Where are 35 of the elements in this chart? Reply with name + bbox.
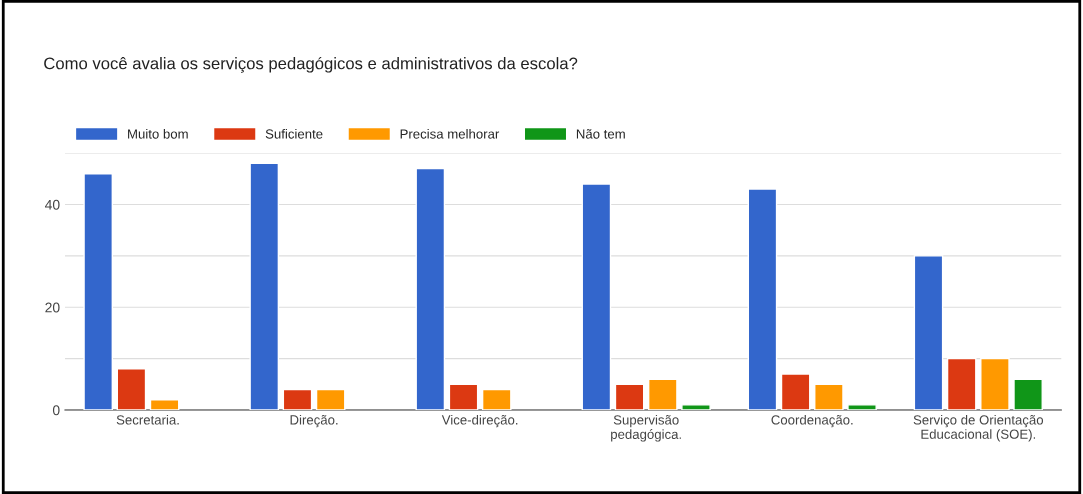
bar: [315, 388, 346, 411]
bar: [946, 357, 977, 411]
bar: [1013, 378, 1043, 411]
legend-label: Muito bom: [128, 128, 188, 139]
bar: [415, 167, 446, 411]
bar: [249, 162, 280, 411]
legend-label: Suficiente: [265, 128, 323, 139]
bar: [647, 378, 678, 411]
bar: [581, 183, 612, 411]
bar: [780, 373, 811, 411]
chart-title: Como você avalia os serviços pedagógicos e administrativos da escola?: [44, 56, 578, 73]
bar: [448, 383, 479, 411]
bar: [814, 383, 844, 411]
bar: [747, 188, 778, 411]
bar: [481, 388, 512, 411]
bar: [116, 368, 147, 411]
bar: [149, 399, 180, 411]
bar: [681, 404, 711, 411]
bar: [282, 388, 313, 411]
bar: [847, 404, 877, 411]
bar: [913, 255, 944, 411]
x-tick-label: Coordenação.: [771, 414, 853, 428]
x-tick-label: Serviço de Orientação Educacional (SOE).: [913, 414, 1044, 442]
x-tick-label: Direção.: [290, 414, 338, 428]
y-tick-label: 0: [52, 405, 60, 416]
legend-label: Não tem: [576, 129, 625, 139]
y-tick-label: 40: [44, 199, 60, 210]
y-tick-label: 20: [45, 302, 60, 313]
bar: [83, 172, 114, 411]
bar: [614, 383, 645, 411]
x-tick-label: Secretaria.: [116, 414, 179, 425]
legend-label: Precisa melhorar: [400, 128, 500, 139]
bar: [980, 357, 1010, 411]
x-tick-label: Supervisão pedagógica.: [611, 414, 681, 442]
x-tick-label: Vice-direção.: [441, 414, 518, 428]
